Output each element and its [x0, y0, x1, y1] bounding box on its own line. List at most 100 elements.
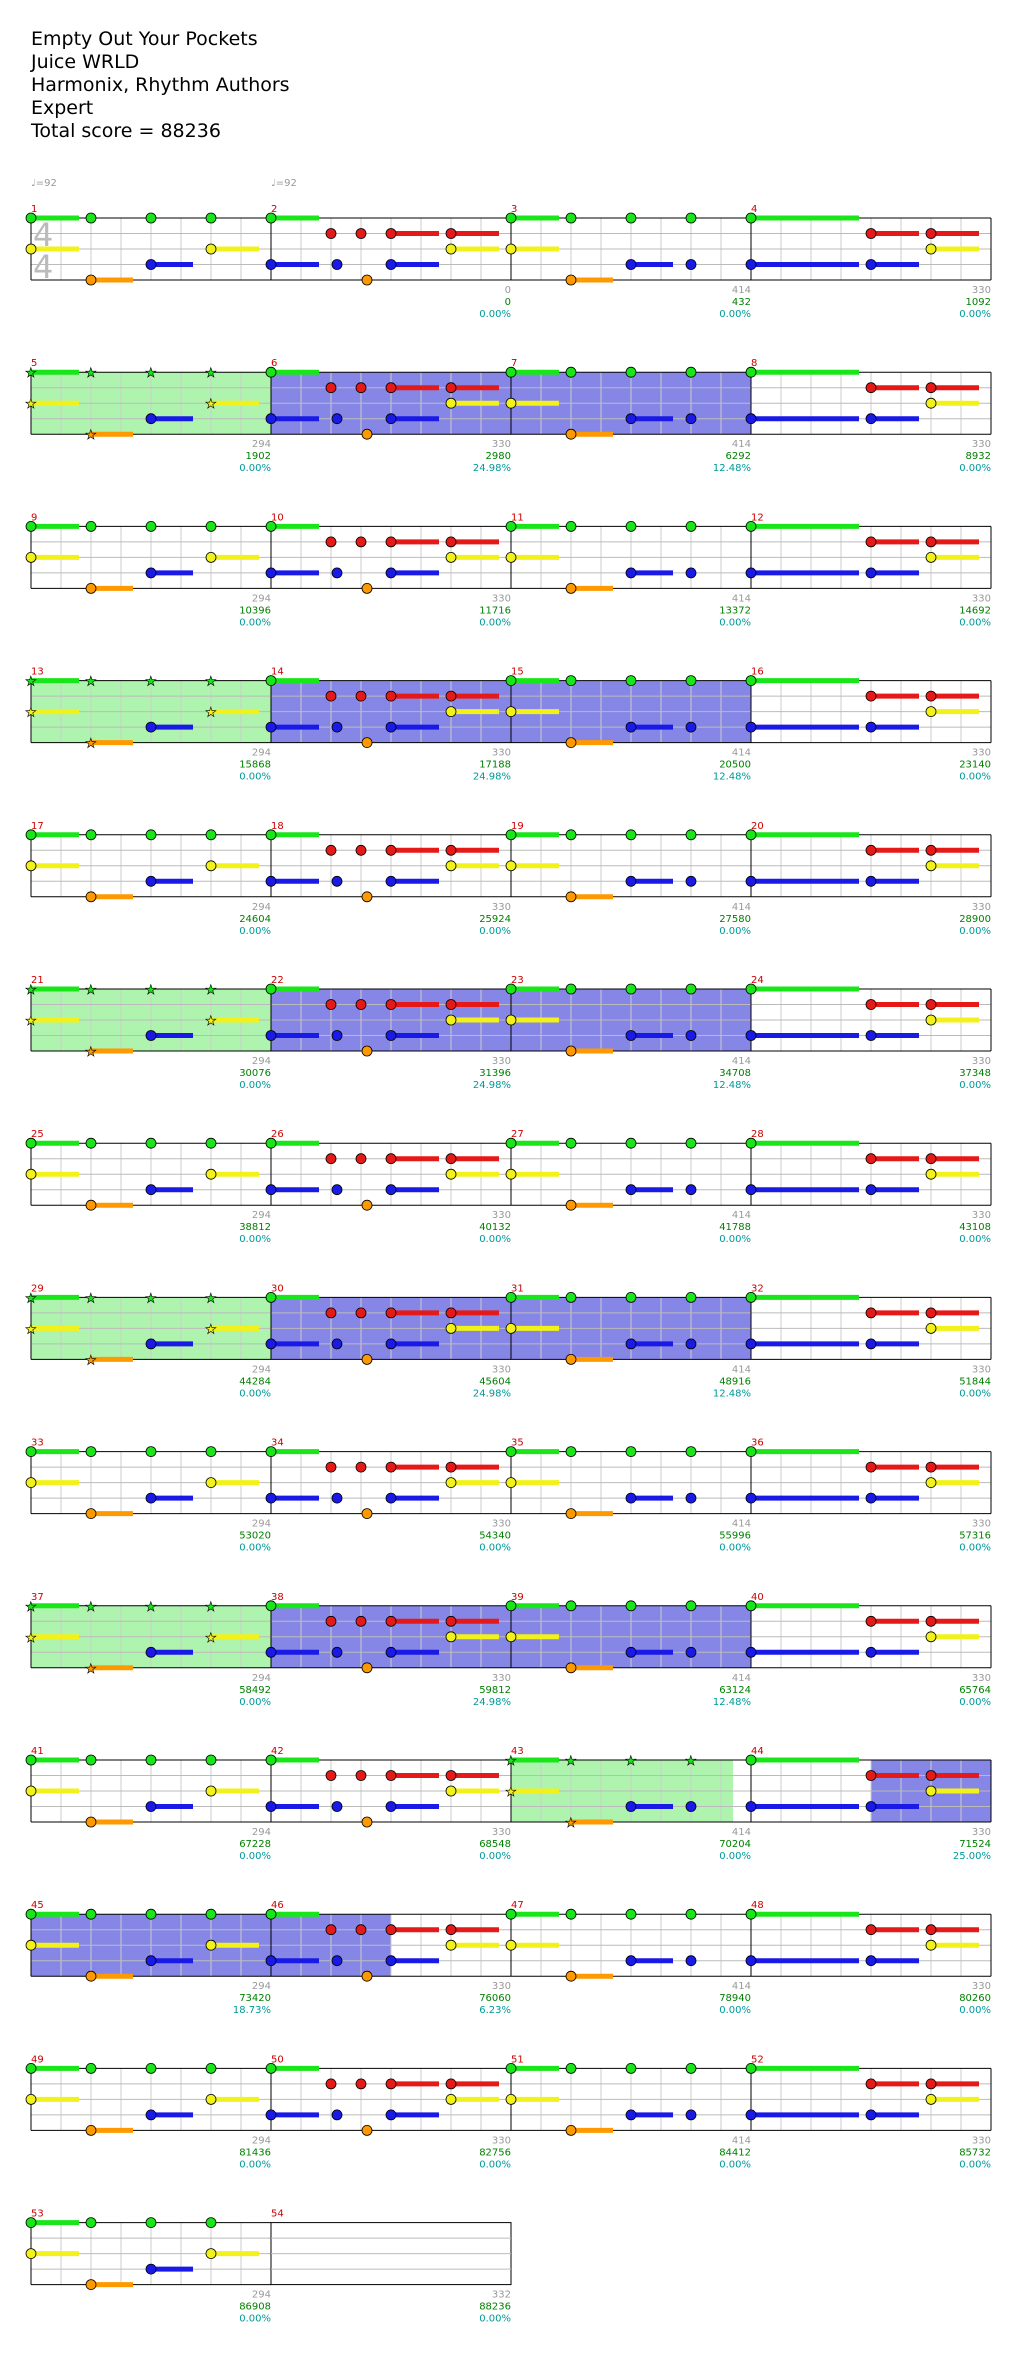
star-note: ★	[205, 1322, 217, 1337]
tick-value: 414	[732, 1981, 751, 1992]
note-gem	[565, 2124, 577, 2136]
note-gem	[925, 706, 937, 717]
star-note: ★	[505, 1754, 517, 1769]
note-gem	[505, 2093, 517, 2105]
score-value: 0	[505, 297, 511, 308]
measure-number: 51	[511, 2054, 524, 2065]
note-gem	[331, 1955, 343, 1967]
note-gem	[745, 1908, 757, 1920]
measure-number: 49	[31, 2054, 44, 2065]
percent-value: 0.00%	[959, 463, 991, 474]
note-gem	[505, 552, 517, 563]
note-gem	[685, 1908, 697, 1920]
note-gem	[205, 860, 217, 872]
tick-value: 294	[252, 2135, 271, 2146]
note-gem	[265, 1446, 277, 1457]
note-gem	[565, 1446, 577, 1457]
note-gem	[865, 413, 877, 425]
score-value: 63124	[719, 1685, 751, 1696]
note-gem	[205, 1168, 217, 1180]
note-gem	[925, 1631, 937, 1643]
note-gem	[355, 382, 367, 394]
note-gem	[265, 2062, 277, 2074]
note-gem	[355, 1770, 367, 1781]
measure-number: 14	[271, 667, 284, 678]
percent-value: 0.00%	[719, 926, 751, 937]
star-note: ★	[505, 1785, 517, 1800]
note-gem	[265, 1137, 277, 1149]
star-note: ★	[85, 983, 97, 998]
note-gem	[625, 829, 637, 841]
note-gem	[565, 1508, 577, 1519]
score-value: 30076	[239, 1068, 271, 1079]
note-gem	[385, 844, 397, 856]
note-gem	[925, 1153, 937, 1165]
note-gem	[865, 1338, 877, 1350]
percent-value: 0.00%	[959, 2159, 991, 2170]
note-gem	[865, 228, 877, 239]
tick-value: 294	[252, 902, 271, 913]
note-gem	[25, 829, 37, 841]
note-gem	[745, 212, 757, 224]
measure-number: 16	[751, 667, 764, 678]
note-gem	[925, 1307, 937, 1319]
percent-value: 24.98%	[473, 1697, 511, 1708]
percent-value: 0.00%	[959, 1697, 991, 1708]
percent-value: 0.00%	[719, 309, 751, 320]
score-value: 432	[732, 297, 751, 308]
note-gem	[865, 1030, 877, 1041]
note-gem	[865, 1801, 877, 1812]
star-note: ★	[205, 1291, 217, 1306]
star-note: ★	[85, 428, 97, 443]
note-gem	[85, 891, 97, 903]
note-gem	[865, 1615, 877, 1627]
note-gem	[145, 521, 157, 532]
note-gem	[361, 1662, 373, 1674]
tick-value: 330	[492, 1519, 511, 1530]
percent-value: 0.00%	[239, 2159, 271, 2170]
percent-value: 0.00%	[239, 926, 271, 937]
note-gem	[505, 1014, 517, 1026]
note-gem	[565, 1662, 577, 1674]
measure-number: 21	[31, 975, 44, 986]
note-gem	[361, 1508, 373, 1519]
tick-value: 414	[732, 593, 751, 604]
note-gem	[265, 2109, 277, 2121]
note-gem	[505, 397, 517, 409]
note-gem	[445, 243, 457, 255]
note-gem	[685, 1600, 697, 1612]
measure-number: 6	[271, 358, 277, 369]
star-note: ★	[85, 1291, 97, 1306]
tick-value: 330	[972, 1673, 991, 1684]
note-gem	[685, 1030, 697, 1041]
note-gem	[685, 2109, 697, 2121]
note-gem	[325, 999, 337, 1010]
tick-value: 0	[505, 285, 511, 296]
score-value: 73420	[239, 1993, 271, 2004]
note-gem	[331, 1338, 343, 1350]
note-gem	[865, 875, 877, 887]
note-gem	[331, 259, 343, 270]
note-gem	[625, 567, 637, 579]
note-gem	[565, 274, 577, 286]
note-gem	[445, 999, 457, 1010]
tick-value: 330	[972, 1827, 991, 1838]
note-gem	[565, 983, 577, 995]
score-value: 76060	[479, 1993, 511, 2004]
measure-number: 26	[271, 1129, 284, 1140]
note-gem	[865, 536, 877, 548]
score-value: 10396	[239, 605, 271, 616]
note-gem	[745, 983, 757, 995]
note-gem	[265, 1801, 277, 1812]
note-gem	[25, 243, 37, 255]
note-gem	[205, 1939, 217, 1951]
star-note: ★	[85, 366, 97, 381]
note-gem	[265, 1600, 277, 1612]
tick-value: 330	[972, 2135, 991, 2146]
note-gem	[745, 1030, 757, 1041]
star-note: ★	[205, 706, 217, 721]
note-gem	[445, 2093, 457, 2105]
note-gem	[325, 1461, 337, 1473]
note-gem	[565, 1354, 577, 1365]
note-gem	[385, 382, 397, 394]
